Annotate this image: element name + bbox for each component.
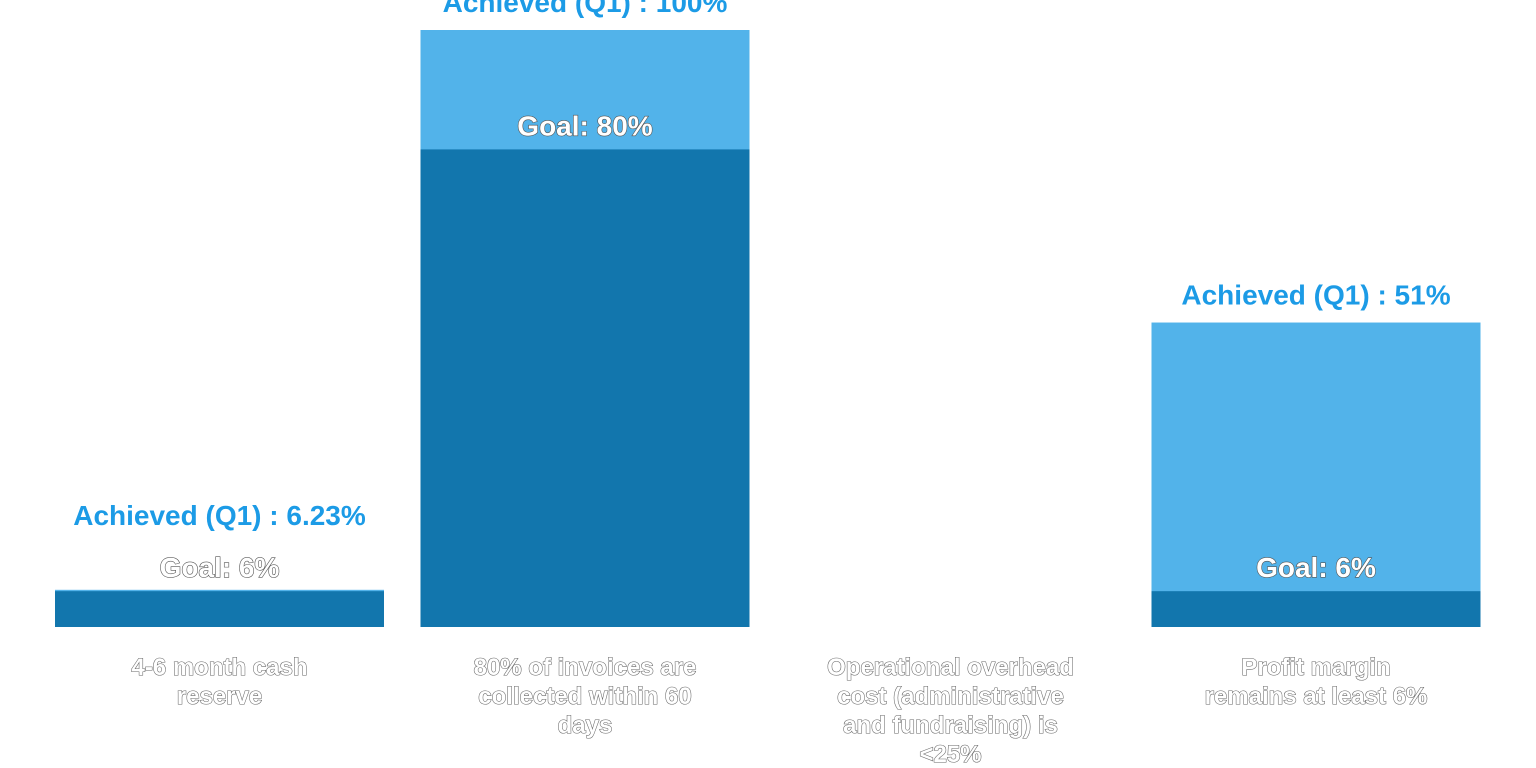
goal-bar (55, 591, 384, 627)
goal-bar (420, 149, 750, 627)
goal-bar (1151, 591, 1481, 627)
category-label: Operational overhead cost (administrative… (827, 654, 1074, 768)
category-label: Profit margin remains at least 6% (1205, 654, 1428, 710)
goal-label: Goal: 80% (517, 110, 652, 141)
goal-label: Goal: 6% (1256, 552, 1376, 583)
achieved-label: Achieved (Q1) : 100% (443, 0, 728, 18)
labels-layer: Goal: 6% Achieved (Q1) : 6.23% 4-6 month c… (73, 0, 1450, 768)
bars-layer (55, 30, 1481, 627)
category-label: 4-6 month cash reserve (131, 654, 307, 710)
achieved-label: Achieved (Q1) : 6.23% (73, 500, 366, 531)
category-label: 80% of invoices are collected within 60 da… (474, 654, 697, 739)
achieved-label: Achieved (Q1) : 51% (1181, 280, 1450, 311)
achieved-bar (1151, 322, 1481, 627)
goal-label: Goal: 6% (160, 552, 280, 583)
